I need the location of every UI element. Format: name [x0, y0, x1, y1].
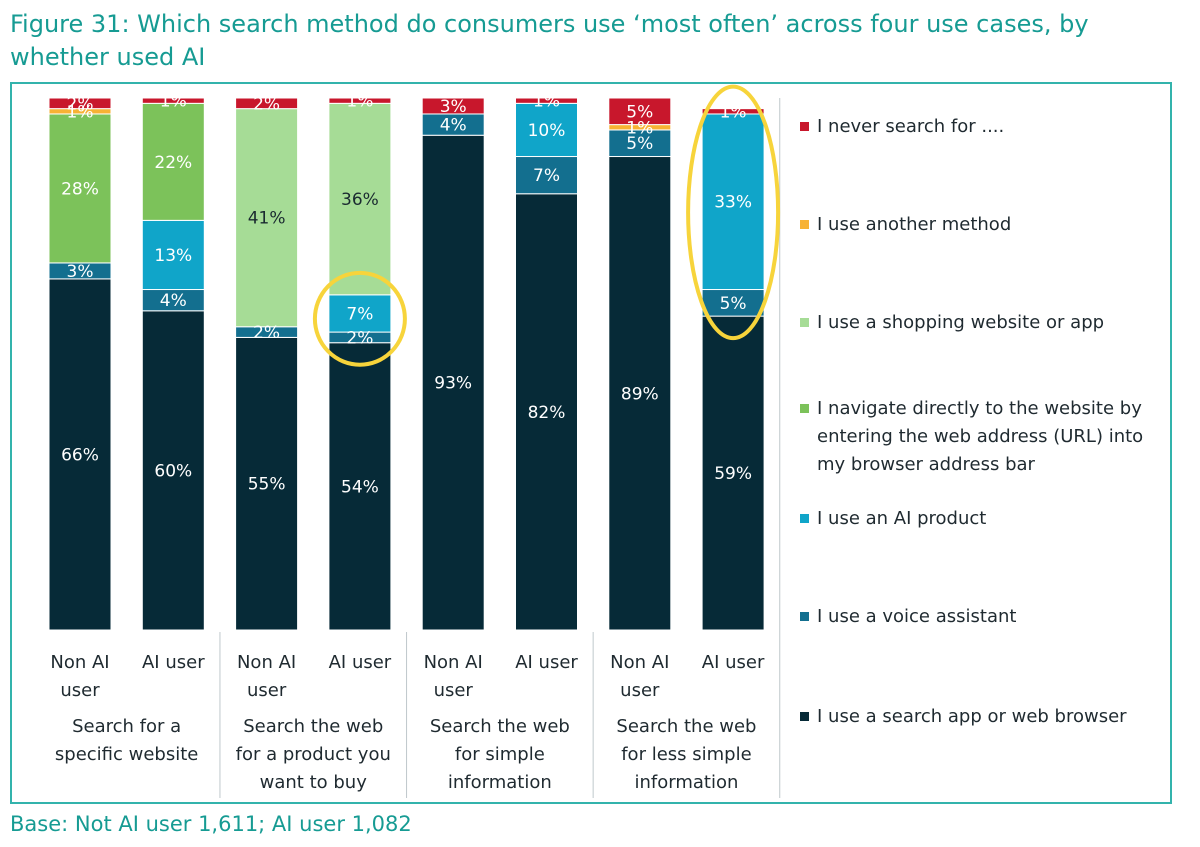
bar-segment [48, 97, 112, 110]
data-label: 2% [253, 94, 280, 114]
bars-layer [48, 97, 765, 631]
bar-segment [141, 97, 205, 104]
chart-frame: 66% 3% 28% 1% 2% 60% 4% 13% 22% 1% 55% 2% 41% 2% 54% 2%… [10, 82, 1172, 804]
data-label: 82% [528, 403, 566, 423]
legend-label: I use another method [817, 214, 1011, 235]
bar-segment [328, 294, 392, 333]
bar-segment [421, 97, 485, 115]
bar-segment [328, 102, 392, 296]
data-label: 60% [154, 461, 192, 481]
bar-segment [701, 108, 765, 115]
data-label: 7% [346, 304, 373, 324]
group-label: Search the web for a product you want to b… [236, 716, 391, 793]
chart-title: Figure 31: Which search method do consum… [10, 10, 1089, 71]
data-label: 5% [626, 102, 653, 122]
x-tick-label: Non AI user [237, 652, 296, 701]
legend-label: I navigate directly to the website by ent… [817, 398, 1143, 475]
data-label: 3% [67, 262, 94, 282]
data-label: 2% [346, 328, 373, 348]
legend-label: I use a search app or web browser [817, 706, 1127, 727]
bar-segment [328, 342, 392, 631]
bar-segment [235, 108, 299, 328]
data-label: 1% [67, 102, 94, 122]
data-label: 13% [154, 246, 192, 266]
base-note: Base: Not AI user 1,611; AI user 1,082 [10, 812, 412, 836]
bar-segment [608, 156, 672, 631]
legend-swatch [800, 712, 809, 721]
data-label: 1% [533, 92, 560, 112]
bar-segment [608, 97, 672, 126]
x-tick-label: AI user [702, 652, 765, 673]
x-tick-label: Non AI user [424, 652, 483, 701]
data-label: 28% [61, 179, 99, 199]
data-label: 55% [248, 475, 286, 495]
bar-segment [701, 113, 765, 291]
x-axis: Non AI user AI user Non AI user AI user Non AI… [50, 652, 765, 793]
bar-segment [515, 102, 578, 158]
group-separators [219, 98, 781, 798]
data-label: 66% [61, 445, 99, 465]
bar-segment [235, 97, 299, 110]
x-tick-label: AI user [142, 652, 205, 673]
data-label: 2% [67, 94, 94, 114]
legend-label: I use an AI product [817, 508, 986, 529]
data-label: 1% [160, 92, 187, 112]
data-labels-layer: 66%3%28%1%2%60%4%13%22%1%55%2%41%2%54%2%… [61, 92, 752, 498]
data-label: 33% [714, 193, 752, 213]
group-label: Search for a specific website [55, 716, 198, 765]
highlight-ellipse [686, 84, 781, 341]
x-tick-label: AI user [515, 652, 578, 673]
data-label: 1% [346, 92, 373, 112]
data-label: 4% [440, 116, 467, 136]
data-label: 89% [621, 384, 659, 404]
highlight-ellipse [312, 270, 407, 367]
legend-swatch [800, 514, 809, 523]
legend-swatch [800, 612, 809, 621]
bar-segment [141, 219, 205, 291]
bar-segment [235, 336, 299, 631]
group-label: Search the web for less simple information [616, 716, 756, 793]
x-tick-label: Non AI user [50, 652, 109, 701]
legend-label: I use a voice assistant [817, 606, 1016, 627]
bar-segment [48, 113, 112, 264]
bar-segment [421, 134, 485, 631]
data-label: 41% [248, 209, 286, 229]
data-label: 93% [434, 374, 472, 394]
bar-segment [515, 97, 578, 104]
data-label: 10% [528, 121, 566, 141]
legend: I never search for .... I use another met… [800, 116, 1143, 727]
legend-swatch [800, 122, 809, 131]
bar-segment [701, 315, 765, 631]
legend-swatch [800, 318, 809, 327]
legend-swatch [800, 220, 809, 229]
data-label: 5% [626, 134, 653, 154]
data-label: 3% [440, 97, 467, 117]
data-label: 1% [720, 102, 747, 122]
data-label: 4% [160, 291, 187, 311]
bar-segment [328, 97, 392, 104]
legend-label: I use a shopping website or app [817, 312, 1104, 333]
data-label: 36% [341, 190, 379, 210]
data-label: 7% [533, 166, 560, 186]
bar-segment [48, 278, 112, 631]
bar-segment [515, 193, 578, 631]
group-label: Search the web for simple information [430, 716, 570, 793]
legend-swatch [800, 404, 809, 413]
data-label: 2% [253, 323, 280, 343]
stacked-bar-chart: 66%3%28%1%2%60%4%13%22%1%55%2%41%2%54%2%… [48, 84, 1143, 798]
data-label: 54% [341, 477, 379, 497]
data-label: 59% [714, 464, 752, 484]
data-label: 22% [154, 153, 192, 173]
bar-segment [141, 102, 205, 221]
x-tick-label: AI user [329, 652, 392, 673]
highlight-layer [312, 84, 781, 367]
legend-label: I never search for .... [817, 116, 1004, 137]
data-label: 1% [626, 118, 653, 138]
x-tick-label: Non AI user [610, 652, 669, 701]
data-label: 5% [720, 294, 747, 314]
